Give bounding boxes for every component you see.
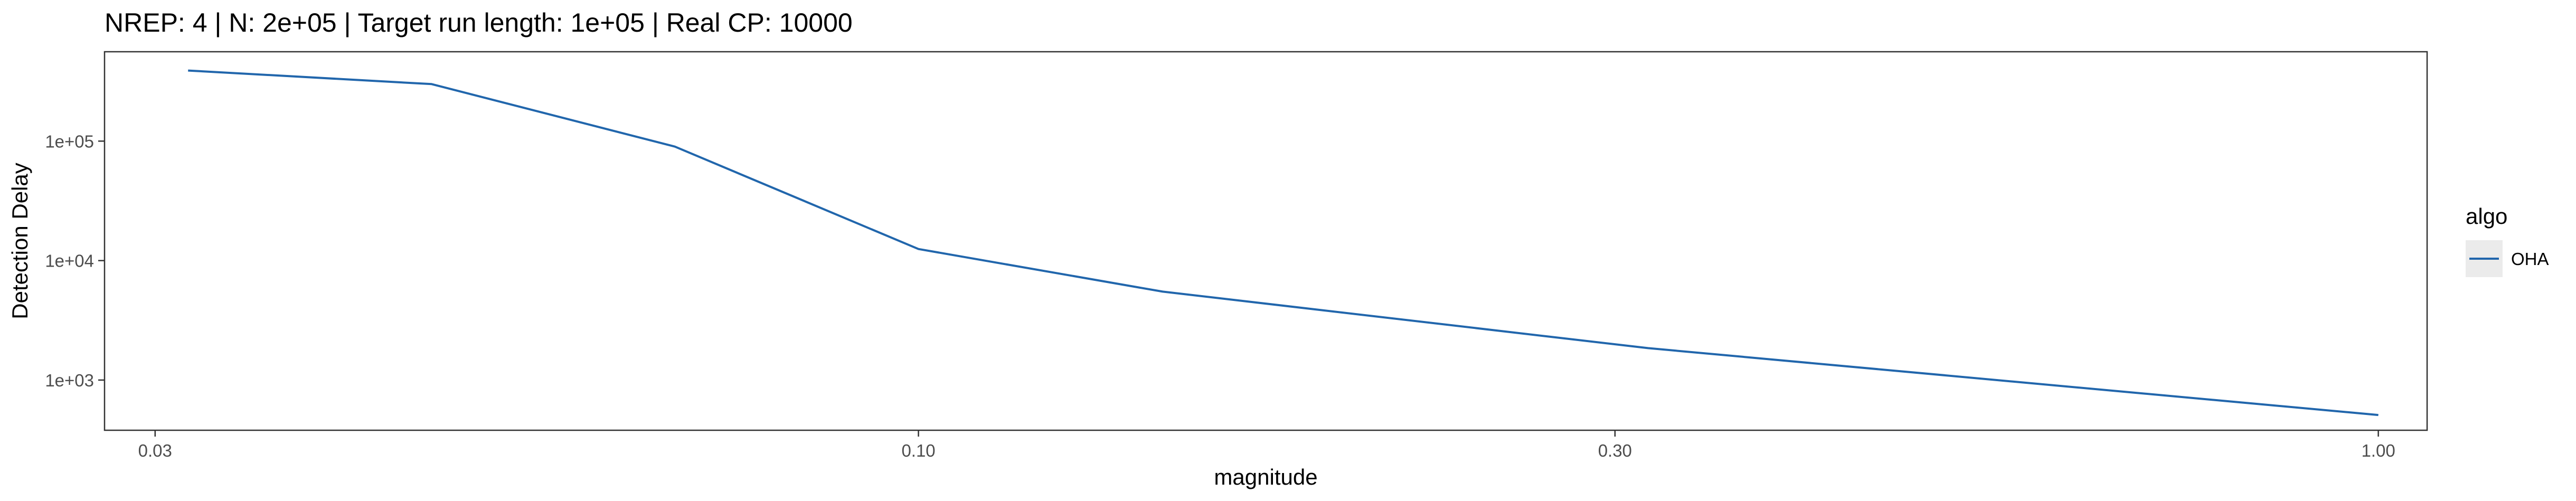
series-layer <box>188 69 2379 417</box>
legend-label: OHA <box>2511 249 2549 269</box>
y-axis-ticks: 1e+03 1e+04 1e+05 <box>45 131 105 390</box>
x-tick-label: 0.30 <box>1598 441 1632 460</box>
x-axis-title: magnitude <box>1214 465 1317 489</box>
x-axis-ticks: 0.03 0.10 0.30 1.00 <box>138 430 2395 460</box>
plot-border <box>103 51 2428 431</box>
legend-title: algo <box>2466 204 2507 229</box>
legend-items: OHA <box>2466 240 2549 277</box>
x-tick-label: 1.00 <box>2361 441 2395 460</box>
plot-panel <box>103 51 2428 431</box>
series-line-oha <box>188 69 2379 417</box>
y-axis-title: Detection Delay <box>7 163 32 319</box>
y-tick-label: 1e+03 <box>45 371 94 390</box>
x-tick-label: 0.03 <box>138 441 172 460</box>
legend: algo OHA <box>2466 204 2549 277</box>
y-tick-label: 1e+04 <box>45 251 94 271</box>
chart-title: NREP: 4 | N: 2e+05 | Target run length: … <box>105 8 853 37</box>
y-tick-label: 1e+05 <box>45 131 94 151</box>
x-tick-label: 0.10 <box>901 441 935 460</box>
